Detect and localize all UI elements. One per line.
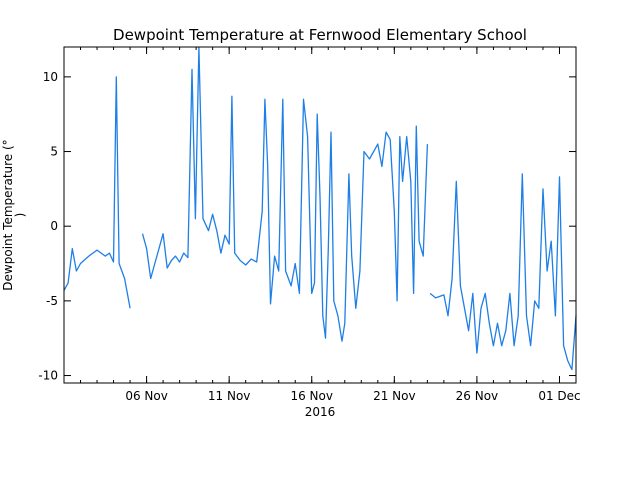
x-tick-label: 26 Nov [456,389,499,403]
y-tick-label: -5 [46,294,58,308]
plot-frame [63,46,577,384]
y-tick-label: 10 [43,70,58,84]
series-line-segment-2 [141,46,429,342]
y-tick-label: 0 [50,219,58,233]
x-tick-label: 01 Dec [538,389,580,403]
chart-title: Dewpoint Temperature at Fernwood Element… [113,26,527,44]
y-axis-label-line-2: ) [13,213,27,218]
x-axis-year-label: 2016 [305,405,336,419]
x-tick-label: 06 Nov [125,389,168,403]
series-line-segment-1 [63,76,131,309]
x-tick-label: 21 Nov [373,389,416,403]
series-line-segment-3 [429,173,577,371]
plot-area: -10 -5 0 5 10 06 Nov 11 Nov 16 Nov 21 Nov 26 Nov 0… [38,46,581,403]
y-tick-label: 5 [50,145,58,159]
x-tick-label: 16 Nov [290,389,333,403]
x-tick-label: 11 Nov [208,389,251,403]
y-axis-label-line-1: Dewpoint Temperature (° [1,139,15,290]
y-tick-label: -10 [38,369,58,383]
y-axis-label: Dewpoint Temperature (° ) [1,139,27,290]
